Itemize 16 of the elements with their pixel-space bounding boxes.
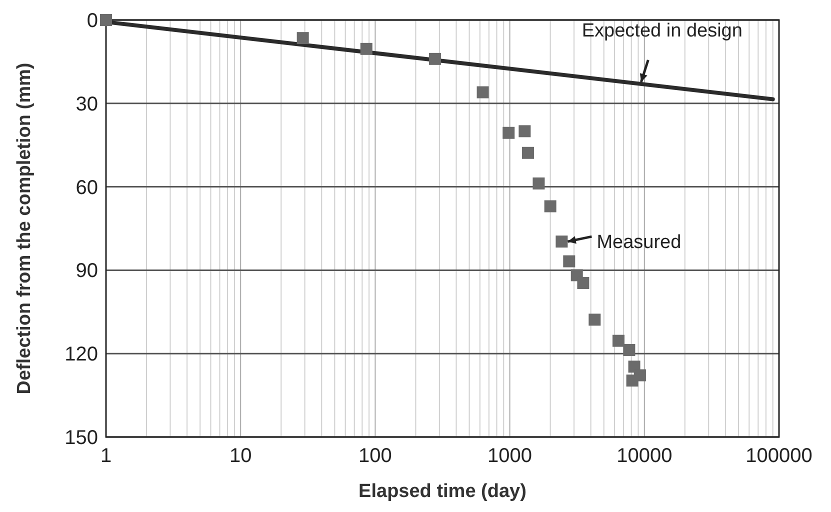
annotation: Expected in design <box>582 20 742 42</box>
annotation: Measured <box>596 232 682 254</box>
y-tick-label: 0 <box>86 10 98 32</box>
y-tick-label: 90 <box>76 260 98 282</box>
y-tick-label: 120 <box>64 344 98 366</box>
x-tick-label: 100 <box>358 445 392 467</box>
y-axis-title: Deflection from the completion (mm) <box>14 62 35 394</box>
y-tick-label: 150 <box>64 427 98 449</box>
x-axis-title: Elapsed time (day) <box>358 481 526 502</box>
y-tick-label: 30 <box>76 93 98 116</box>
x-tick-label: 10000 <box>616 445 672 467</box>
x-tick-label: 1 <box>100 445 112 467</box>
x-tick-label: 1000 <box>488 445 532 467</box>
x-tick-label: 10 <box>229 445 252 467</box>
y-tick-label: 60 <box>76 176 98 199</box>
x-tick-label: 100000 <box>746 445 812 467</box>
